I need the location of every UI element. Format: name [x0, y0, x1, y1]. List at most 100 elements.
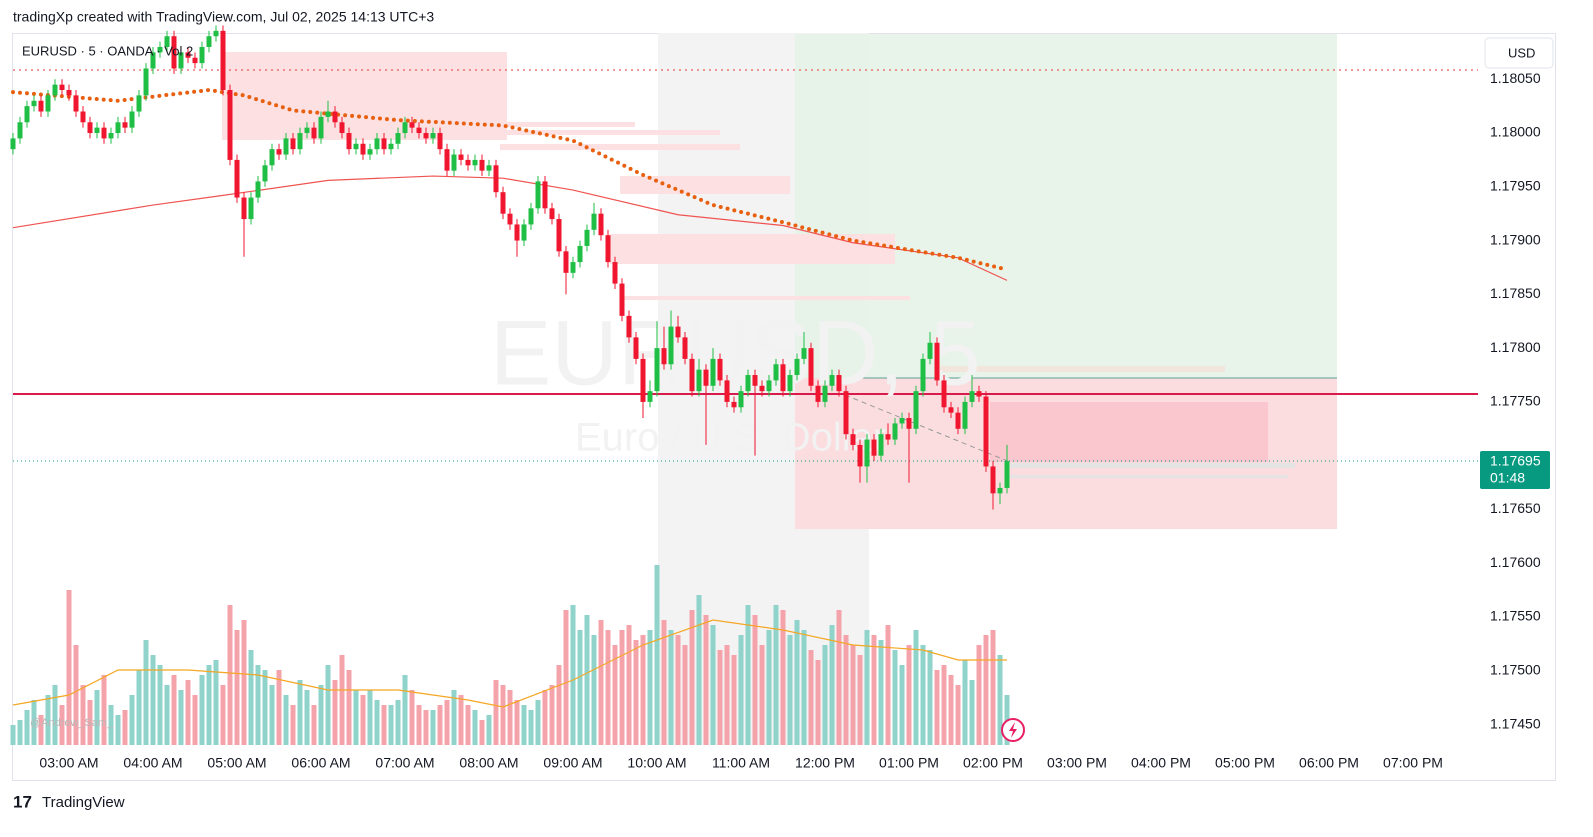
volume-bar: [101, 675, 107, 745]
candle-body: [815, 385, 821, 402]
x-tick-label: 10:00 AM: [627, 755, 686, 771]
volume-bar: [759, 645, 765, 745]
volume-bar: [395, 700, 401, 745]
last-price: 1.17695: [1490, 453, 1541, 469]
x-tick-label: 03:00 AM: [39, 755, 98, 771]
volume-bar: [920, 645, 926, 745]
x-tick-label: 02:00 PM: [963, 755, 1023, 771]
volume-bar: [724, 645, 730, 745]
candle-body: [605, 235, 611, 263]
candle-body: [612, 262, 618, 284]
volume-bar: [493, 680, 499, 745]
y-tick-label: 1.17600: [1490, 554, 1541, 570]
candle-body: [283, 138, 289, 155]
volume-bar: [248, 650, 254, 745]
candle-body: [213, 30, 219, 37]
candle-body: [934, 342, 940, 381]
volume-bar: [528, 710, 534, 745]
candle-body: [745, 375, 751, 392]
candle-body: [178, 52, 184, 69]
candle-body: [598, 213, 604, 236]
candle-body: [318, 116, 324, 139]
volume-bar: [752, 615, 758, 745]
volume-bar: [388, 705, 394, 745]
volume-bar: [570, 605, 576, 745]
zone: [940, 366, 1225, 372]
volume-bar: [311, 705, 317, 745]
candle-body: [227, 90, 233, 160]
plot: [10, 25, 1010, 745]
x-tick-label: 06:00 AM: [291, 755, 350, 771]
volume-bar: [129, 695, 135, 745]
candle-body: [290, 138, 296, 150]
candle-body: [157, 46, 163, 53]
y-tick-label: 1.17550: [1490, 608, 1541, 624]
volume-bar: [94, 690, 100, 745]
volume-bar: [402, 675, 408, 745]
x-tick-label: 01:00 PM: [879, 755, 939, 771]
volume-bar: [780, 610, 786, 745]
volume-bar: [640, 635, 646, 745]
volume-bar: [185, 680, 191, 745]
candle-body: [752, 375, 758, 386]
volume-bar: [38, 715, 44, 745]
currency[interactable]: USD: [1508, 45, 1535, 60]
volume-bar: [878, 640, 884, 745]
candle-body: [192, 57, 198, 64]
candle-body: [500, 192, 506, 214]
y-tick-label: 1.17500: [1490, 661, 1541, 677]
y-tick-label: 1.18050: [1490, 70, 1541, 86]
currency-button[interactable]: [1484, 37, 1554, 69]
volume-bar: [479, 720, 485, 745]
candle-body: [941, 380, 947, 408]
candle-body: [122, 122, 128, 128]
candle-body: [360, 143, 366, 155]
candle-body: [906, 418, 912, 429]
candle-body: [927, 342, 933, 359]
volume-bar: [934, 670, 940, 745]
candle-body: [983, 396, 989, 467]
volume-bar: [206, 665, 212, 745]
volume-bar: [969, 680, 975, 745]
candle-body: [703, 369, 709, 386]
volume-bar: [192, 695, 198, 745]
volume-bar: [787, 635, 793, 745]
candle-body: [710, 358, 716, 386]
volume-bar: [745, 605, 751, 745]
candle-body: [962, 401, 968, 429]
volume-bar: [598, 620, 604, 745]
volume-bar: [52, 685, 58, 745]
zone: [440, 122, 635, 127]
candle-body: [472, 159, 478, 166]
volume-bar: [542, 690, 548, 745]
candle-body: [402, 122, 408, 134]
volume-bar: [668, 630, 674, 745]
candle-body: [843, 391, 849, 435]
candle-body: [990, 466, 996, 494]
candle-body: [304, 127, 310, 134]
candle-body: [668, 326, 674, 365]
candle-body: [899, 418, 905, 424]
y-tick-label: 1.17800: [1490, 339, 1541, 355]
candle-body: [101, 127, 107, 139]
candle-body: [633, 337, 639, 359]
x-tick-label: 05:00 AM: [207, 755, 266, 771]
candle-body: [388, 143, 394, 150]
x-tick-label: 05:00 PM: [1215, 755, 1275, 771]
volume-ma: [12, 619, 1007, 708]
attribution: tradingXp created with TradingView.com, …: [13, 9, 434, 25]
volume-bar: [563, 610, 569, 745]
volume-bar: [815, 660, 821, 745]
alert-bolt: [1009, 722, 1017, 738]
candle-body: [549, 208, 555, 220]
candle-body: [584, 229, 590, 246]
brand-logo: 17: [13, 792, 32, 811]
volume-bar: [430, 710, 436, 745]
volume-bar: [108, 705, 114, 745]
volume-bar: [437, 705, 443, 745]
volume-bar: [157, 665, 163, 745]
candle-body: [647, 391, 653, 402]
volume-bar: [710, 625, 716, 745]
candle-body: [59, 84, 65, 91]
candle-body: [255, 181, 261, 198]
